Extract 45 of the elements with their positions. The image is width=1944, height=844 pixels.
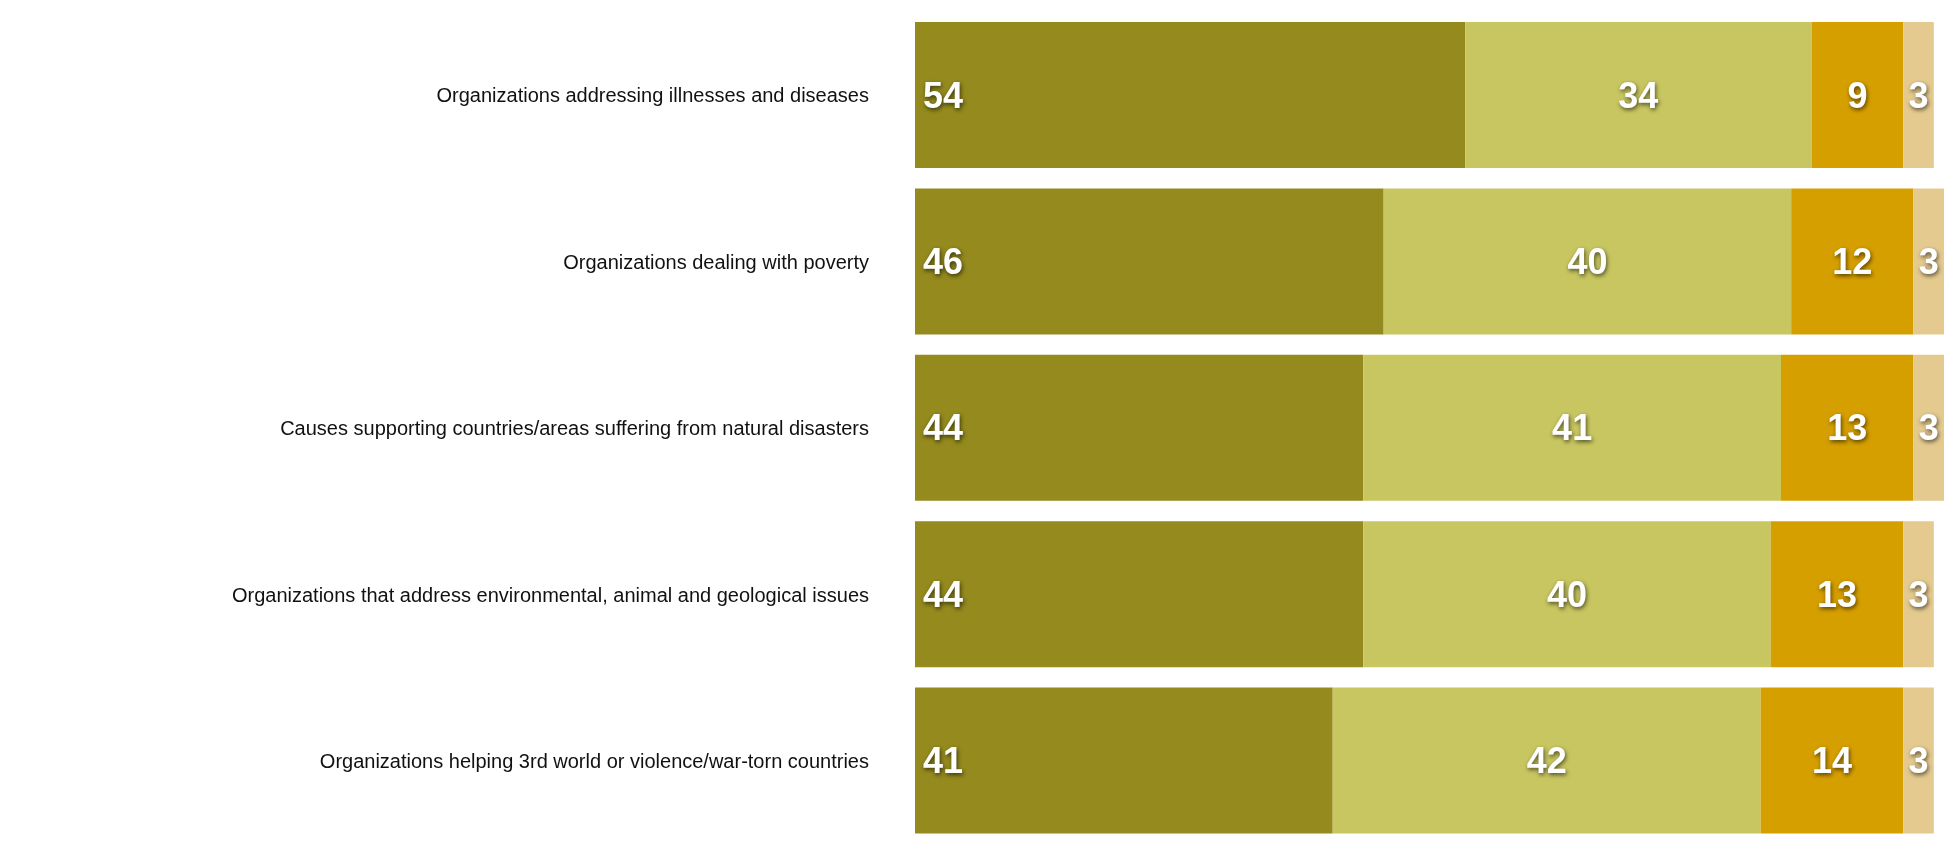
bar [1770, 521, 1904, 668]
data-label: 40 [1567, 241, 1608, 282]
y-tick-label: Organizations dealing with poverty [563, 250, 869, 273]
data-label: 40 [1547, 573, 1588, 615]
data-label: 44 [923, 573, 964, 615]
data-label: 14 [1811, 740, 1852, 782]
data-label: 3 [1908, 573, 1929, 615]
data-label: 9 [1847, 74, 1868, 116]
bar [1780, 354, 1914, 501]
data-label: 3 [1908, 740, 1929, 782]
data-label: 41 [923, 740, 964, 782]
bar [1903, 521, 1934, 668]
data-label: 3 [1908, 74, 1929, 116]
data-label: 41 [1552, 407, 1593, 449]
data-label: 13 [1827, 407, 1868, 449]
bar [1903, 687, 1934, 834]
bar [1465, 22, 1812, 168]
y-tick-label: Organizations helping 3rd world or violence/war-torn countries [319, 749, 869, 772]
bar [1903, 22, 1934, 168]
bar [915, 354, 1364, 501]
bar [915, 521, 1364, 668]
bar [1332, 687, 1761, 834]
bar [1913, 188, 1944, 335]
bar [915, 687, 1333, 834]
bar [1363, 354, 1781, 501]
bar [1811, 22, 1904, 168]
data-label: 13 [1817, 573, 1858, 615]
bar [1363, 521, 1771, 668]
y-tick-label: Organizations addressing illnesses and diseases [436, 84, 869, 107]
y-tick-label: Causes supporting countries/areas suffering from natural disasters [280, 417, 869, 440]
data-label: 12 [1832, 241, 1873, 282]
data-label: 54 [923, 74, 964, 116]
data-label: 3 [1918, 241, 1939, 282]
bar [1791, 188, 1914, 335]
bar [915, 22, 1466, 168]
data-label: 46 [923, 241, 964, 282]
bar [1913, 354, 1944, 501]
data-label: 3 [1918, 407, 1939, 449]
data-label: 42 [1526, 740, 1567, 782]
bar [1383, 188, 1792, 335]
bar [1760, 687, 1904, 834]
bar [915, 188, 1384, 335]
y-tick-label: Organizations that address environmental, animal and geological issues [231, 583, 869, 606]
data-label: 44 [923, 407, 964, 449]
data-label: 34 [1618, 74, 1659, 116]
